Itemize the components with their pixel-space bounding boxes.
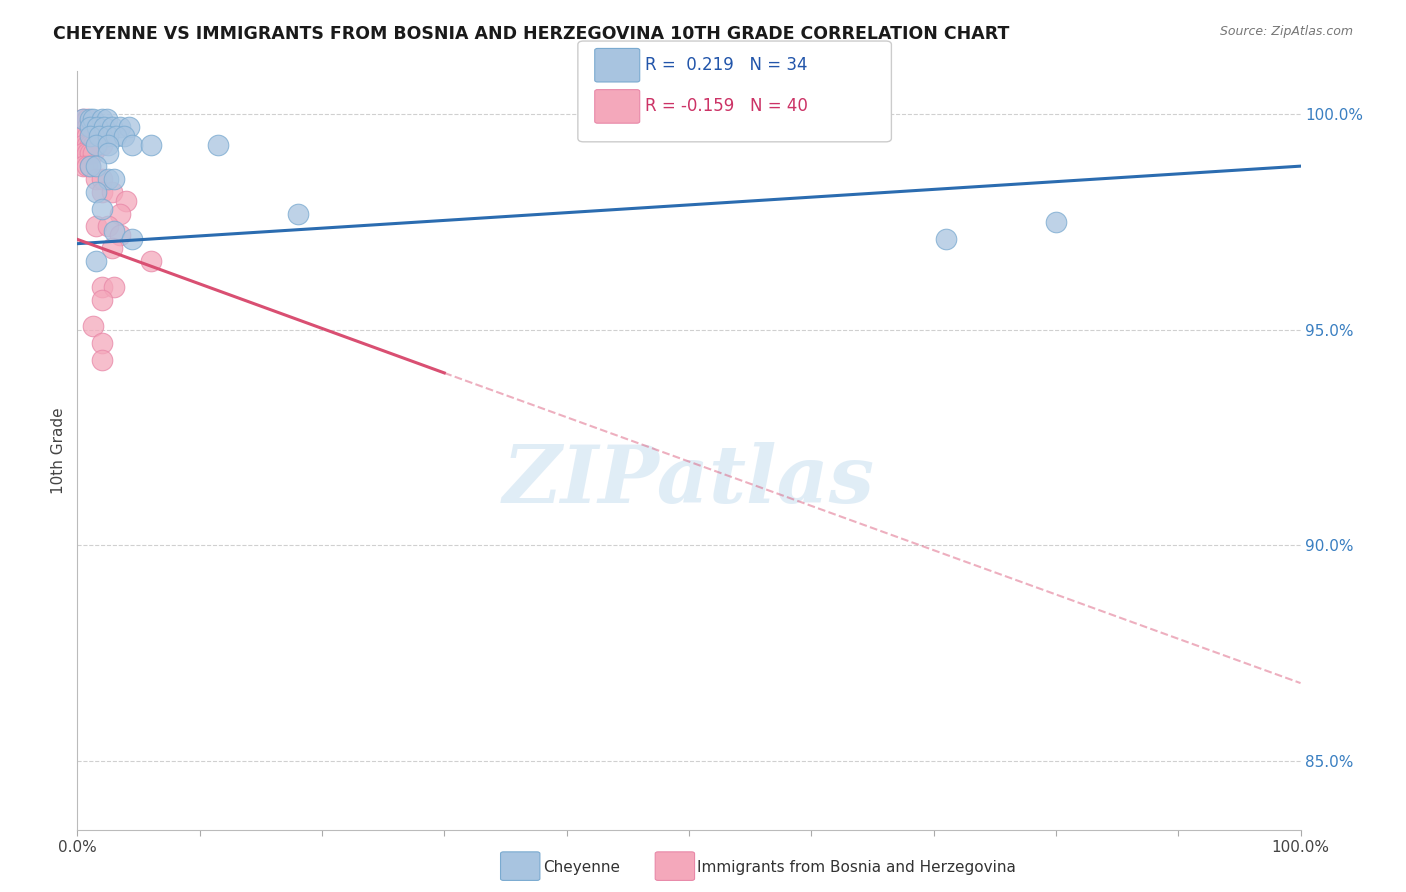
Point xyxy=(97,219,120,234)
Point xyxy=(72,128,94,143)
Point xyxy=(139,253,162,268)
Point xyxy=(86,120,108,135)
Point xyxy=(82,120,104,135)
Point xyxy=(72,159,94,173)
Point xyxy=(207,137,229,152)
Point xyxy=(79,159,101,173)
Point xyxy=(79,120,101,135)
Point xyxy=(115,194,138,208)
Point xyxy=(90,353,112,368)
Point xyxy=(121,137,143,152)
Point xyxy=(79,159,101,173)
Point xyxy=(84,219,107,234)
Point xyxy=(90,335,112,350)
Point xyxy=(103,279,125,293)
Point xyxy=(108,120,131,135)
Point xyxy=(112,128,135,143)
Point xyxy=(97,128,120,143)
Point xyxy=(287,206,309,220)
Point xyxy=(72,112,94,126)
Point xyxy=(79,137,101,152)
Point xyxy=(90,293,112,307)
Point xyxy=(139,137,162,152)
Point xyxy=(76,146,98,161)
Point xyxy=(90,112,112,126)
Point xyxy=(84,172,107,186)
Point xyxy=(76,112,98,126)
Point xyxy=(79,146,101,161)
Point xyxy=(108,206,131,220)
Point xyxy=(79,128,101,143)
Point xyxy=(72,112,94,126)
Point xyxy=(1045,215,1067,229)
Point xyxy=(118,120,141,135)
Point xyxy=(97,137,120,152)
Point xyxy=(72,137,94,152)
Point xyxy=(82,112,104,126)
Text: Cheyenne: Cheyenne xyxy=(543,860,620,874)
Point xyxy=(84,137,107,152)
Point xyxy=(79,120,101,135)
Point xyxy=(76,137,98,152)
Point xyxy=(100,185,122,199)
Point xyxy=(79,112,101,126)
Point xyxy=(84,159,107,173)
Point xyxy=(103,172,125,186)
Point xyxy=(103,224,125,238)
Point xyxy=(84,185,107,199)
Point xyxy=(90,279,112,293)
Point xyxy=(84,253,107,268)
Point xyxy=(72,146,94,161)
Point xyxy=(100,120,122,135)
Point xyxy=(100,241,122,255)
Point xyxy=(76,128,98,143)
Point xyxy=(97,172,120,186)
Point xyxy=(79,128,101,143)
Text: Immigrants from Bosnia and Herzegovina: Immigrants from Bosnia and Herzegovina xyxy=(697,860,1017,874)
Point xyxy=(82,146,104,161)
Point xyxy=(90,172,112,186)
Point xyxy=(76,159,98,173)
Point xyxy=(76,120,98,135)
Text: ZIPatlas: ZIPatlas xyxy=(503,442,875,519)
Point xyxy=(90,137,112,152)
Point xyxy=(108,228,131,243)
Point xyxy=(935,232,957,246)
Point xyxy=(90,185,112,199)
Point xyxy=(82,318,104,333)
Text: R =  0.219   N = 34: R = 0.219 N = 34 xyxy=(645,56,808,74)
Point xyxy=(90,202,112,217)
Point xyxy=(82,128,104,143)
Point xyxy=(97,146,120,161)
Y-axis label: 10th Grade: 10th Grade xyxy=(51,407,66,494)
Text: CHEYENNE VS IMMIGRANTS FROM BOSNIA AND HERZEGOVINA 10TH GRADE CORRELATION CHART: CHEYENNE VS IMMIGRANTS FROM BOSNIA AND H… xyxy=(53,25,1010,43)
Text: Source: ZipAtlas.com: Source: ZipAtlas.com xyxy=(1219,25,1353,38)
Point xyxy=(93,120,115,135)
Point xyxy=(89,128,111,143)
Point xyxy=(82,137,104,152)
Point xyxy=(96,112,118,126)
Point xyxy=(105,128,128,143)
Point xyxy=(86,137,108,152)
Point xyxy=(121,232,143,246)
Point xyxy=(86,128,108,143)
Text: R = -0.159   N = 40: R = -0.159 N = 40 xyxy=(645,97,808,115)
